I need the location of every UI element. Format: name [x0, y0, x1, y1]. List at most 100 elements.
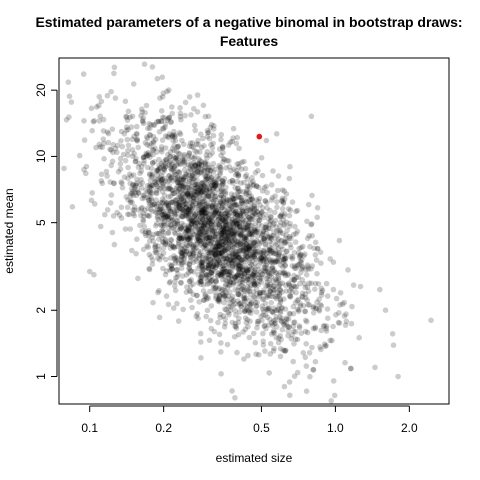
- data-point: [212, 221, 218, 227]
- data-point: [219, 227, 225, 233]
- data-point: [245, 223, 251, 229]
- data-point: [189, 202, 196, 208]
- data-point: [195, 189, 201, 196]
- data-point: [229, 219, 235, 226]
- data-point: [213, 269, 219, 275]
- data-point: [140, 192, 147, 199]
- data-point: [159, 189, 166, 195]
- data-point: [287, 293, 293, 299]
- data-point: [211, 244, 218, 250]
- data-point: [178, 235, 184, 242]
- data-point: [228, 304, 234, 310]
- data-point: [241, 308, 248, 315]
- data-point: [267, 351, 274, 357]
- data-point: [205, 177, 211, 183]
- data-point: [158, 179, 165, 185]
- data-point: [238, 259, 245, 266]
- data-point: [178, 182, 185, 189]
- data-point: [199, 167, 205, 173]
- data-point: [227, 257, 233, 264]
- data-point: [229, 264, 236, 271]
- data-point: [170, 217, 177, 223]
- data-point: [223, 255, 230, 262]
- data-point: [277, 346, 284, 352]
- data-point: [174, 300, 180, 307]
- data-point: [186, 261, 193, 267]
- data-point: [242, 307, 248, 314]
- data-point: [243, 244, 250, 251]
- data-point: [242, 224, 249, 231]
- data-point: [279, 289, 285, 295]
- data-point: [186, 210, 192, 216]
- data-point: [201, 297, 207, 303]
- data-point: [229, 207, 236, 213]
- data-point: [171, 211, 178, 217]
- data-point: [177, 194, 184, 200]
- data-point: [205, 210, 212, 217]
- data-point: [238, 210, 244, 216]
- data-point: [240, 201, 246, 207]
- data-point: [219, 178, 226, 184]
- data-point: [232, 208, 239, 215]
- data-point: [226, 281, 232, 287]
- data-point: [238, 300, 244, 307]
- data-point: [247, 196, 253, 203]
- data-point: [276, 252, 282, 258]
- data-point: [183, 289, 190, 296]
- data-point: [198, 170, 204, 176]
- data-point: [86, 268, 93, 275]
- data-point: [168, 255, 174, 261]
- data-point: [216, 224, 222, 230]
- data-point: [260, 228, 266, 234]
- data-point: [228, 236, 234, 243]
- data-point: [258, 255, 264, 261]
- data-point: [310, 310, 317, 316]
- data-point: [286, 223, 293, 230]
- data-point: [172, 230, 178, 237]
- data-point: [163, 201, 169, 207]
- data-point: [337, 290, 344, 296]
- data-point: [203, 296, 210, 303]
- data-point: [159, 137, 166, 143]
- data-point: [307, 373, 313, 380]
- data-point: [314, 270, 320, 277]
- data-point: [143, 153, 149, 160]
- data-point: [237, 279, 244, 285]
- data-point: [146, 233, 152, 239]
- data-point: [228, 269, 235, 276]
- data-point: [147, 183, 154, 190]
- data-point: [154, 183, 161, 190]
- highlight-layer: [256, 133, 263, 140]
- data-point: [194, 149, 200, 155]
- data-point: [213, 207, 220, 214]
- data-point: [281, 221, 288, 227]
- data-point: [135, 190, 142, 196]
- data-point: [160, 250, 167, 256]
- data-point: [212, 181, 218, 188]
- data-point: [180, 192, 187, 198]
- data-point: [200, 196, 206, 202]
- data-point: [225, 232, 232, 239]
- data-point: [225, 260, 232, 267]
- data-point: [310, 305, 316, 311]
- data-point: [176, 201, 183, 208]
- data-point: [302, 308, 309, 315]
- data-point: [201, 143, 207, 149]
- data-point: [218, 234, 224, 241]
- data-point: [231, 245, 238, 251]
- data-point: [257, 202, 263, 208]
- data-point: [191, 250, 197, 257]
- data-point: [199, 222, 205, 228]
- data-point: [187, 235, 193, 242]
- data-point: [186, 156, 192, 162]
- data-point: [345, 267, 351, 273]
- data-point: [254, 271, 260, 278]
- data-point: [243, 236, 249, 243]
- data-point: [192, 162, 199, 169]
- data-point: [242, 308, 248, 314]
- data-point: [238, 199, 245, 206]
- data-point: [183, 228, 190, 234]
- data-point: [148, 140, 154, 147]
- data-point: [281, 211, 288, 217]
- data-points: [61, 61, 434, 404]
